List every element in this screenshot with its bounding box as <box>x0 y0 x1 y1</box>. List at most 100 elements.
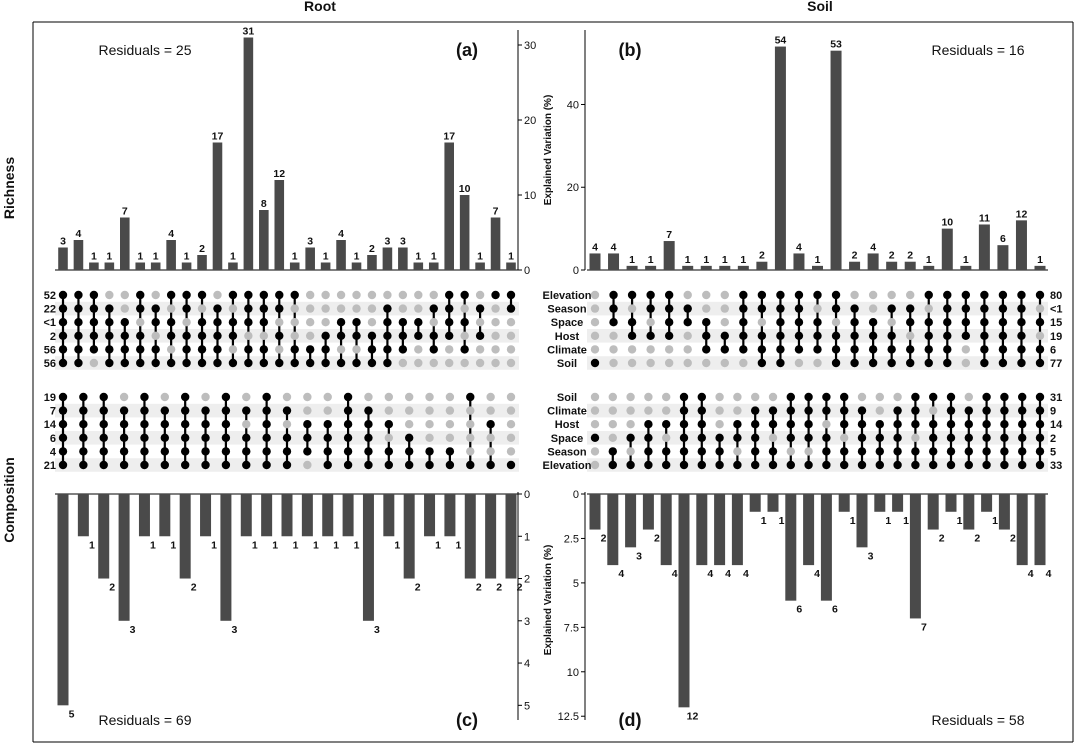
bar-c-20 <box>464 494 476 579</box>
bar-d-19 <box>927 494 939 530</box>
matrix-dot-a-1-4 <box>74 345 83 354</box>
matrix-dot-c-20-1 <box>466 406 475 415</box>
y-tick-label-c-2: 2 <box>524 574 530 586</box>
matrix-dot-c-8-5 <box>221 460 231 470</box>
matrix-dot-b-24-3 <box>1035 331 1045 340</box>
matrix-dot-a-24-5 <box>429 358 438 368</box>
matrix-dot-d-15-0 <box>857 392 867 402</box>
matrix-dot-b-0-2 <box>590 318 600 327</box>
matrix-dot-d-8-0 <box>733 392 742 402</box>
matrix-dot-b-1-5 <box>609 358 618 368</box>
matrix-dot-d-24-2 <box>1018 420 1027 429</box>
matrix-dot-b-7-0 <box>720 290 729 300</box>
matrix-dot-d-23-3 <box>1000 433 1009 442</box>
matrix-dot-a-14-3 <box>275 331 284 340</box>
y-tick-label-d-5: 12.5 <box>558 711 579 723</box>
matrix-dot-a-22-3 <box>398 331 408 340</box>
matrix-dot-d-25-1 <box>1035 406 1045 415</box>
matrix-dot-d-1-5 <box>608 460 617 470</box>
matrix-dot-c-18-2 <box>425 420 434 429</box>
bar-a-26 <box>459 195 470 270</box>
matrix-dot-a-28-4 <box>491 345 500 354</box>
bar-label-a-17: 1 <box>323 251 329 263</box>
matrix-dot-d-11-3 <box>786 433 795 442</box>
set-name-composition-3: Space <box>551 433 583 445</box>
matrix-dot-d-2-3 <box>626 433 635 442</box>
matrix-dot-a-29-4 <box>506 345 516 354</box>
matrix-dot-c-1-3 <box>79 433 88 442</box>
matrix-dot-a-4-0 <box>120 290 129 300</box>
set-size-c-4: 4 <box>50 446 57 458</box>
matrix-dot-b-9-3 <box>757 331 767 340</box>
matrix-dot-a-3-2 <box>105 318 114 327</box>
matrix-dot-d-14-2 <box>840 420 849 429</box>
matrix-dot-c-22-5 <box>506 460 516 470</box>
matrix-dot-b-8-3 <box>739 331 748 340</box>
matrix-dot-b-5-2 <box>683 318 692 327</box>
set-size-a-3: 2 <box>50 331 56 343</box>
matrix-dot-d-22-2 <box>982 420 991 429</box>
matrix-dot-c-0-1 <box>58 406 68 415</box>
bar-c-15 <box>362 494 374 621</box>
bar-label-a-15: 1 <box>292 251 298 263</box>
matrix-dot-a-29-2 <box>506 318 516 327</box>
matrix-dot-c-1-1 <box>79 406 88 415</box>
matrix-dot-d-0-0 <box>590 392 600 402</box>
matrix-dot-b-14-1 <box>850 304 859 313</box>
matrix-dot-b-0-3 <box>590 331 600 340</box>
matrix-dot-b-22-2 <box>998 318 1008 327</box>
bar-d-22 <box>981 494 993 512</box>
matrix-dot-c-1-0 <box>79 392 88 402</box>
matrix-dot-c-16-2 <box>384 420 394 429</box>
matrix-dot-a-2-5 <box>89 358 99 368</box>
matrix-dot-d-14-3 <box>840 433 849 442</box>
matrix-dot-b-12-2 <box>813 318 822 327</box>
matrix-dot-d-19-2 <box>929 420 938 429</box>
matrix-dot-c-0-0 <box>58 392 68 402</box>
matrix-dot-b-5-5 <box>683 358 692 368</box>
matrix-dot-a-21-4 <box>383 345 392 354</box>
bar-c-21 <box>485 494 497 579</box>
matrix-dot-d-23-4 <box>1000 447 1009 456</box>
bar-d-13 <box>820 494 832 601</box>
matrix-dot-b-0-1 <box>590 304 600 313</box>
matrix-dot-c-8-4 <box>221 447 231 456</box>
matrix-dot-d-10-3 <box>768 433 778 442</box>
matrix-dot-b-6-2 <box>702 318 711 327</box>
bar-c-1 <box>77 494 89 537</box>
bar-b-0 <box>589 253 601 270</box>
bar-b-9 <box>756 261 768 270</box>
bar-label-b-14: 2 <box>852 250 858 262</box>
bar-label-d-7: 4 <box>725 568 731 580</box>
matrix-dot-d-1-3 <box>608 433 617 442</box>
bar-label-d-16: 1 <box>885 515 891 527</box>
y-tick-label-a-1: 10 <box>524 190 536 202</box>
matrix-dot-a-4-5 <box>120 358 129 368</box>
matrix-dot-d-9-2 <box>751 420 760 429</box>
matrix-dot-a-27-0 <box>475 290 485 300</box>
matrix-dot-c-2-5 <box>99 460 108 470</box>
matrix-dot-c-9-1 <box>242 406 251 415</box>
bar-a-2 <box>89 262 99 270</box>
matrix-dot-b-2-0 <box>627 290 637 300</box>
bar-d-0 <box>589 494 601 530</box>
matrix-dot-d-17-4 <box>893 447 902 456</box>
matrix-dot-a-22-4 <box>398 345 408 354</box>
bar-b-14 <box>849 261 861 270</box>
matrix-dot-d-1-4 <box>608 447 617 456</box>
bar-a-14 <box>274 180 285 270</box>
set-name-composition-0: Soil <box>557 392 577 404</box>
matrix-dot-d-21-1 <box>964 406 973 415</box>
panel-label-d: (d) <box>619 710 642 730</box>
matrix-dot-b-0-0 <box>590 290 600 300</box>
bar-a-3 <box>104 262 115 270</box>
matrix-dot-c-8-1 <box>221 406 231 415</box>
matrix-dot-a-28-5 <box>491 358 500 368</box>
bar-a-22 <box>398 247 408 270</box>
matrix-dot-c-17-2 <box>404 420 414 429</box>
bar-d-16 <box>874 494 886 512</box>
set-size-a-1: 22 <box>44 304 56 316</box>
matrix-dot-d-5-4 <box>679 447 689 456</box>
matrix-dot-a-28-0 <box>491 290 500 300</box>
